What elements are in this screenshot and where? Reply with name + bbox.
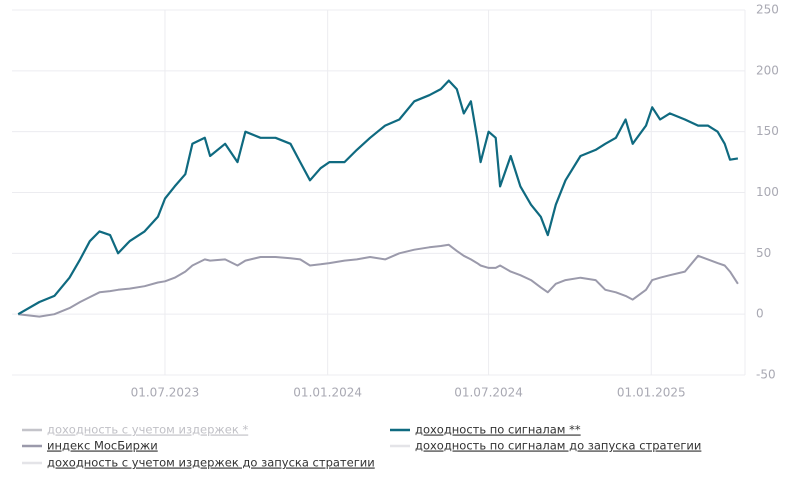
x-tick-label: 01.07.2023: [131, 386, 200, 400]
series-line: [18, 243, 739, 318]
x-tick-label: 01.01.2025: [617, 386, 686, 400]
y-tick-label: 0: [756, 307, 764, 321]
legend-label[interactable]: доходность по сигналам до запуска страте…: [415, 439, 701, 453]
legend-label[interactable]: доходность с учетом издержек *: [47, 423, 248, 437]
x-tick-label: 01.01.2024: [293, 386, 362, 400]
y-tick-label: 100: [756, 185, 779, 199]
y-tick-label: 150: [756, 124, 779, 138]
y-tick-label: 200: [756, 63, 779, 77]
legend-label[interactable]: доходность с учетом издержек до запуска …: [47, 456, 375, 470]
series-line: [17, 79, 739, 316]
x-tick-label: 01.07.2024: [454, 386, 523, 400]
y-tick-label: -50: [756, 368, 776, 382]
y-tick-label: 50: [756, 246, 771, 260]
legend-label[interactable]: доходность по сигналам **: [415, 423, 581, 437]
legend-label[interactable]: индекс МосБиржи: [47, 439, 158, 453]
y-tick-label: 250: [756, 3, 779, 17]
